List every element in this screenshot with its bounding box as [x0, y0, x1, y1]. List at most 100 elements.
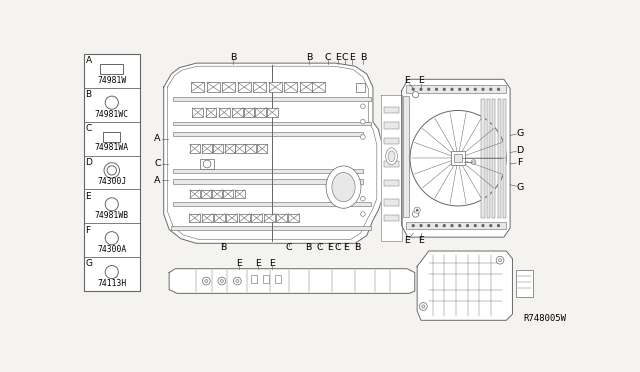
Text: E: E [418, 76, 424, 85]
Circle shape [107, 166, 116, 175]
Bar [284, 82, 298, 92]
Bar [237, 82, 251, 92]
Text: B: B [220, 243, 227, 253]
Bar [214, 214, 225, 222]
Bar [232, 108, 243, 117]
Text: C: C [286, 243, 292, 253]
Text: E: E [269, 259, 275, 268]
Bar [173, 132, 363, 136]
Text: 74981WB: 74981WB [95, 211, 129, 220]
Bar [100, 64, 124, 74]
Bar [255, 108, 266, 117]
Bar [202, 144, 212, 153]
Text: D: D [85, 158, 92, 167]
Bar [191, 82, 204, 92]
Text: E: E [343, 243, 349, 253]
Text: 74300A: 74300A [97, 245, 127, 254]
Circle shape [451, 89, 453, 90]
Polygon shape [381, 95, 403, 241]
Circle shape [204, 160, 211, 168]
Bar [384, 161, 399, 167]
Circle shape [416, 209, 419, 211]
Text: 74981W: 74981W [97, 76, 127, 85]
Text: E: E [255, 259, 261, 268]
Bar [244, 108, 254, 117]
Text: R748005W: R748005W [524, 314, 566, 323]
Text: E: E [328, 243, 333, 253]
Polygon shape [164, 63, 382, 243]
Bar [516, 270, 532, 297]
Bar [173, 97, 371, 101]
Circle shape [105, 96, 118, 109]
Bar [173, 202, 371, 206]
Bar [384, 138, 399, 144]
Circle shape [467, 89, 468, 90]
Circle shape [104, 163, 120, 178]
Text: E: E [349, 53, 355, 62]
Bar [384, 215, 399, 221]
Text: E: E [85, 192, 91, 201]
Bar [173, 122, 371, 125]
Circle shape [499, 259, 502, 262]
Bar [263, 275, 269, 283]
Text: B: B [360, 53, 366, 62]
Bar [200, 158, 214, 169]
Circle shape [412, 225, 414, 227]
Ellipse shape [388, 151, 395, 162]
Bar [289, 214, 300, 222]
Bar [267, 108, 278, 117]
Circle shape [474, 225, 476, 227]
Text: B: B [305, 243, 312, 253]
Bar [252, 214, 262, 222]
Bar [84, 54, 140, 291]
Bar [312, 82, 325, 92]
Bar [202, 190, 211, 198]
Bar [492, 99, 495, 218]
Circle shape [444, 89, 445, 90]
Circle shape [410, 110, 506, 206]
Circle shape [474, 89, 476, 90]
Circle shape [422, 305, 425, 308]
Text: E: E [404, 237, 410, 246]
Circle shape [360, 104, 365, 109]
Text: C: C [335, 243, 341, 253]
Circle shape [412, 211, 419, 217]
Bar [406, 86, 506, 93]
Text: B: B [85, 90, 92, 99]
Bar [481, 99, 484, 218]
Text: C: C [324, 53, 332, 62]
Circle shape [420, 89, 422, 90]
Bar [406, 222, 506, 230]
Bar [264, 214, 275, 222]
Text: C: C [154, 160, 161, 169]
Text: G: G [516, 183, 524, 192]
Text: D: D [516, 147, 524, 155]
Bar [202, 214, 212, 222]
Bar [239, 214, 250, 222]
Bar [384, 122, 399, 129]
Circle shape [236, 279, 239, 283]
Circle shape [419, 302, 428, 310]
Circle shape [420, 225, 422, 227]
Polygon shape [402, 79, 510, 237]
Bar [252, 275, 257, 283]
Text: G: G [516, 129, 524, 138]
Circle shape [412, 92, 419, 98]
Polygon shape [169, 269, 415, 294]
Bar [498, 99, 501, 218]
Bar [189, 190, 200, 198]
Ellipse shape [332, 173, 355, 202]
Text: B: B [306, 53, 312, 62]
Text: C: C [317, 243, 324, 253]
Bar [173, 179, 363, 184]
Circle shape [467, 225, 468, 227]
Bar [103, 132, 120, 142]
Circle shape [220, 279, 223, 283]
Circle shape [436, 89, 437, 90]
Circle shape [105, 266, 118, 279]
Circle shape [414, 207, 420, 213]
Bar [269, 82, 282, 92]
Circle shape [105, 198, 118, 211]
Circle shape [428, 225, 429, 227]
Bar [223, 190, 233, 198]
